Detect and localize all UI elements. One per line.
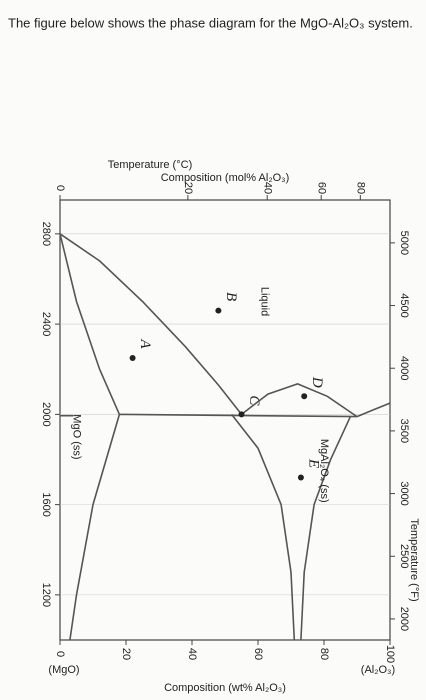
solvus <box>230 413 296 641</box>
point-label: C <box>246 395 262 406</box>
point-label: B <box>223 292 239 301</box>
right-tick-label: 2000 <box>398 607 410 631</box>
liquidus <box>356 402 391 418</box>
right-tick-label: 5000 <box>398 231 410 255</box>
bottom-end-label: (MgO) <box>48 664 79 676</box>
solvus <box>300 416 352 641</box>
right-tick-label: 3500 <box>398 419 410 443</box>
bottom-end-label: (Al₂O₃) <box>361 664 395 676</box>
right-axis-title: Temperature (°F) <box>408 518 420 601</box>
bottom-tick-label: 40 <box>186 648 198 660</box>
right-tick-label: 4500 <box>398 293 410 317</box>
left-tick-label: 2400 <box>40 312 52 336</box>
left-tick-label: 2000 <box>40 402 52 426</box>
bottom-tick-label: 80 <box>318 648 330 660</box>
top-tick-label: 40 <box>261 182 273 194</box>
region-label: Liquid <box>259 287 271 316</box>
right-tick-label: 2500 <box>398 544 410 568</box>
point-dot <box>238 411 245 418</box>
liquidus <box>241 383 358 418</box>
region-label: MgO (ss) <box>71 414 83 459</box>
bottom-tick-label: 100 <box>384 645 396 663</box>
point-label: D <box>309 376 325 388</box>
left-tick-label: 2800 <box>40 222 52 246</box>
point-dot <box>129 354 136 361</box>
right-tick-label: 4000 <box>398 356 410 380</box>
point-label: A <box>137 338 153 349</box>
left-tick-label: 1200 <box>40 583 52 607</box>
right-tick-label: 3000 <box>398 481 410 505</box>
left-tick-label: 1600 <box>40 492 52 516</box>
plot-frame <box>59 199 391 641</box>
liquidus <box>59 233 243 415</box>
top-tick-label: 0 <box>54 185 66 191</box>
bottom-tick-label: 0 <box>54 651 66 657</box>
point-dot <box>215 307 222 314</box>
point-dot <box>297 474 304 481</box>
bottom-axis-title: Composition (wt% Al₂O₃) <box>164 682 286 694</box>
top-axis-title: Composition (mol% Al₂O₃) <box>161 172 290 184</box>
question: The figure below shows the phase diagram… <box>8 15 413 30</box>
bottom-tick-label: 60 <box>252 648 264 660</box>
top-tick-label: 20 <box>182 182 194 194</box>
point-dot <box>301 393 308 400</box>
bottom-tick-label: 20 <box>120 648 132 660</box>
top-tick-label: 80 <box>354 182 366 194</box>
left-axis-title: Temperature (°C) <box>108 159 192 171</box>
region-label: MgAl₂O₄ (ss) <box>318 439 330 503</box>
point-label: E <box>305 458 321 468</box>
eutectic-line <box>119 413 358 418</box>
top-tick-label: 60 <box>315 182 327 194</box>
